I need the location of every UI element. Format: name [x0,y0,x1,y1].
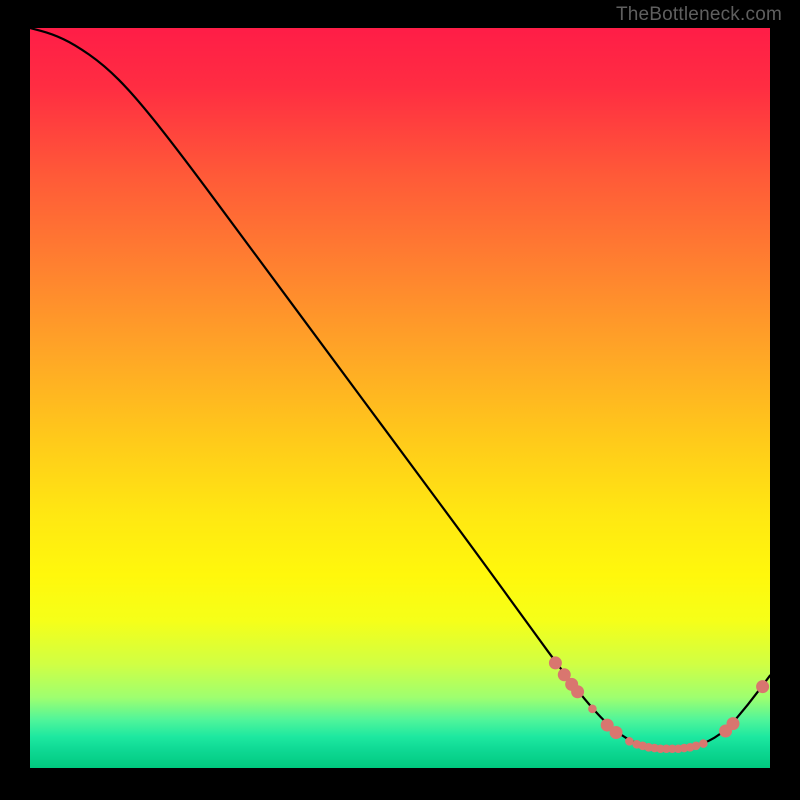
data-marker [692,742,700,750]
data-marker [610,726,622,738]
chart-plot-area [30,28,770,768]
data-marker [700,740,708,748]
data-marker [549,657,561,669]
data-marker [757,681,769,693]
data-marker [572,686,584,698]
watermark-text: TheBottleneck.com [616,4,782,26]
data-marker [626,738,634,746]
data-marker [727,718,739,730]
gradient-background [30,28,770,768]
data-marker [589,705,597,713]
chart-svg [30,28,770,768]
